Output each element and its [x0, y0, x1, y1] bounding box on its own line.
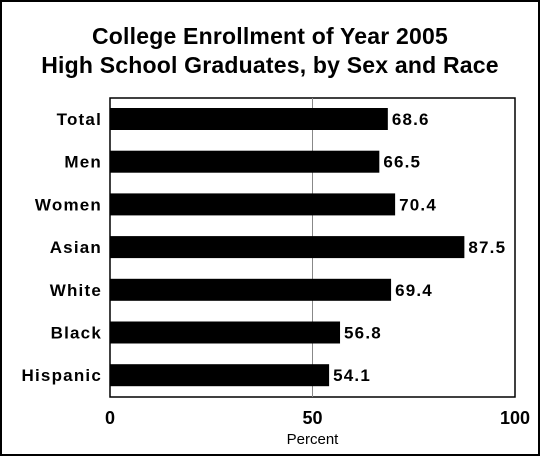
category-label: Women	[35, 195, 102, 214]
bar	[110, 364, 330, 387]
bar	[110, 321, 341, 344]
bar	[110, 236, 465, 259]
bar	[110, 278, 392, 301]
x-tick-label: 50	[302, 408, 322, 428]
x-axis-title: Percent	[287, 431, 340, 448]
chart-title-line-2: High School Graduates, by Sex and Race	[41, 52, 499, 78]
category-label: Total	[57, 110, 102, 129]
value-label: 68.6	[392, 110, 430, 129]
chart-title: College Enrollment of Year 2005 High Sch…	[0, 22, 540, 80]
chart-title-line-1: College Enrollment of Year 2005	[91, 23, 449, 49]
x-tick-label: 0	[105, 408, 115, 428]
value-label: 54.1	[333, 366, 371, 385]
bar	[110, 150, 380, 173]
value-label: 70.4	[399, 195, 437, 214]
bar	[110, 108, 388, 130]
value-label: 56.8	[344, 324, 382, 343]
value-label: 66.5	[383, 153, 421, 172]
category-label: Asian	[50, 238, 102, 257]
category-label: Hispanic	[22, 366, 102, 385]
x-tick-label: 100	[500, 408, 530, 428]
category-label: White	[50, 281, 102, 300]
value-label: 69.4	[395, 281, 433, 300]
value-label: 87.5	[468, 238, 506, 257]
category-label: Black	[51, 324, 102, 343]
category-label: Men	[64, 153, 102, 172]
bar	[110, 193, 396, 216]
